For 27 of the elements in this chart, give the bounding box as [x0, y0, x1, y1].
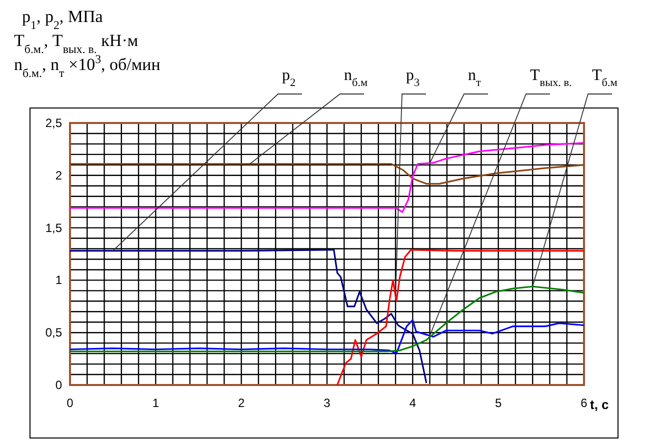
x-axis-title: t, c: [590, 397, 609, 412]
text: p$_{3}$: [406, 67, 420, 89]
text: n$_{б.м}$: [344, 67, 368, 89]
y-tick-label: 2,5: [45, 116, 62, 130]
text: T$_{б.м}$: [592, 67, 618, 89]
line-series: [336, 249, 585, 386]
line-series: [69, 319, 585, 354]
line-series: [69, 249, 428, 384]
y-tick-label: 0: [55, 378, 62, 392]
y-tick-label: 2: [55, 168, 62, 182]
text: T$_{вых. в.}$: [530, 67, 572, 89]
text: p$_{2}$: [282, 67, 296, 89]
line-series: [69, 142, 585, 213]
y-tick-label: 1: [55, 273, 62, 288]
line-series: [69, 286, 585, 352]
x-tick-label: 3: [324, 396, 331, 410]
y-tick-label: 1,5: [45, 220, 62, 235]
line-series: [69, 163, 585, 185]
x-tick-label: 0: [66, 396, 74, 410]
y-tick-label: 0,5: [45, 326, 62, 340]
x-tick-label: 6: [580, 396, 588, 410]
text: p$_{1}$, p$_{2}$, МПа T$_{б.м.}$, T$_{вых. в.}$ кН·м n$_{б.м.}$, n$_{т}$ ×10$^{3}$, об/мин: [14, 7, 160, 80]
x-tick-label: 5: [494, 396, 502, 410]
x-tick-label: 4: [409, 396, 416, 410]
text: n$_{т}$: [468, 67, 481, 89]
x-tick-label: 1: [152, 396, 160, 410]
x-tick-label: 2: [238, 396, 245, 410]
